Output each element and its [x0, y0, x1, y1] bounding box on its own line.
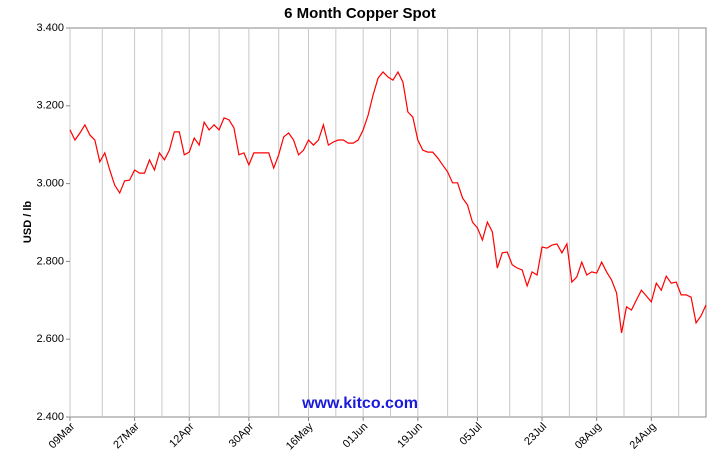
chart-title: 6 Month Copper Spot	[284, 5, 436, 22]
x-tick-label: 27Mar	[111, 420, 142, 451]
y-axis-label: USD / lb	[22, 201, 34, 243]
x-tick-label: 16May	[284, 420, 316, 452]
y-tick-label: 2.800	[36, 255, 64, 267]
x-tick-label: 24Aug	[628, 421, 659, 452]
x-tick-label: 23Jul	[522, 421, 549, 448]
price-line	[69, 70, 707, 334]
x-tick-label: 12Apr	[167, 420, 196, 449]
x-tick-label: 30Apr	[227, 420, 256, 449]
y-tick-label: 3.400	[36, 22, 64, 34]
y-tick-label: 2.400	[36, 411, 64, 423]
y-tick-label: 2.600	[36, 333, 64, 345]
y-tick-label: 3.200	[36, 100, 64, 112]
y-tick-label: 3.000	[36, 178, 64, 190]
x-tick-label: 19Jun	[395, 421, 425, 451]
x-tick-label: 05Jul	[458, 421, 485, 448]
x-tick-label: 01Jun	[341, 421, 371, 451]
watermark: www.kitco.com	[301, 395, 418, 412]
x-tick-label: 08Aug	[573, 421, 604, 452]
plot-area	[69, 27, 707, 418]
x-tick-label: 09Mar	[47, 420, 78, 451]
